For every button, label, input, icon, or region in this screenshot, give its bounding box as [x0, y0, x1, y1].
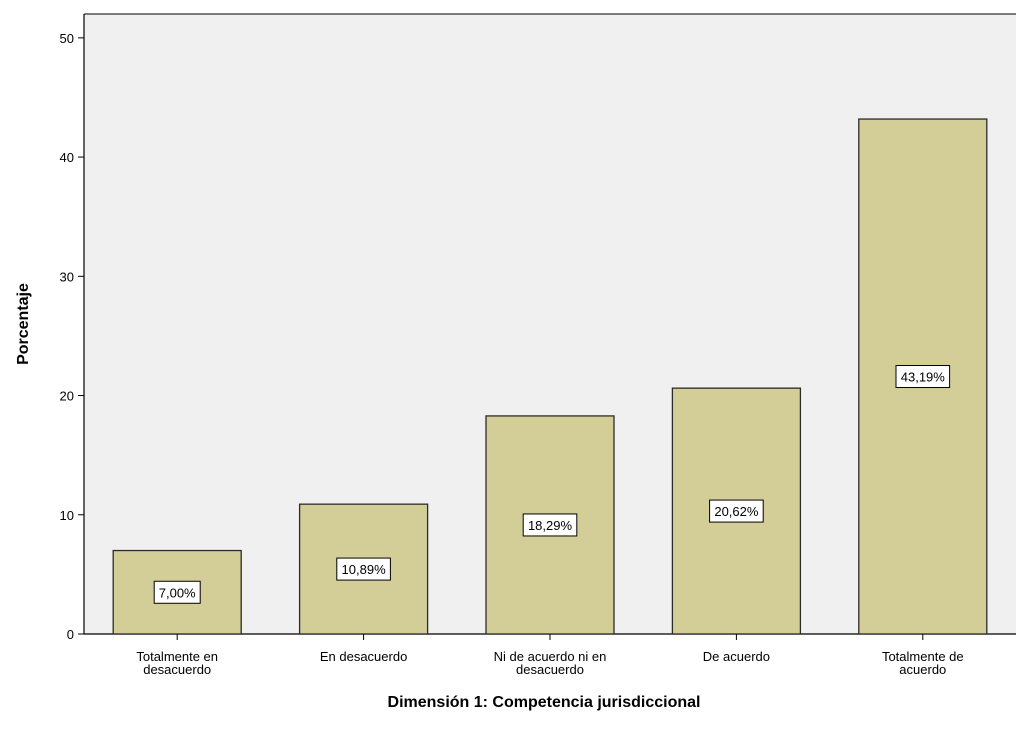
y-tick-label: 10 [60, 508, 74, 523]
data-label-box [709, 499, 764, 523]
y-tick-label: 20 [60, 389, 74, 404]
data-label-text: 7,00% [159, 585, 196, 600]
data-label-box [895, 365, 951, 389]
x-tick-label: De acuerdo [703, 649, 770, 664]
data-label: 20,62% [709, 499, 764, 523]
y-tick-label: 50 [60, 31, 74, 46]
x-tick-label: Totalmente en [136, 649, 218, 664]
data-label: 10,89% [336, 557, 391, 581]
data-label-text: 10,89% [342, 562, 387, 577]
y-tick-label: 30 [60, 269, 74, 284]
data-label-box [522, 513, 578, 537]
data-label-box [153, 580, 201, 604]
data-label-text: 18,29% [528, 518, 573, 533]
y-axis-ticks: 0 10 20 30 40 50 [60, 31, 84, 642]
data-label-text: 43,19% [901, 370, 946, 385]
x-tick-label: Ni de acuerdo ni en [494, 649, 607, 664]
x-tick-label: desacuerdo [516, 662, 584, 677]
y-tick-label: 40 [60, 150, 74, 165]
data-label-box [336, 557, 391, 581]
y-axis-title: Porcentaje [15, 283, 32, 365]
x-tick-label: acuerdo [899, 662, 946, 677]
data-label: 7,00% [153, 580, 201, 604]
x-axis-title: Dimensión 1: Competencia jurisdiccional [388, 694, 701, 711]
x-tick-label: En desacuerdo [320, 649, 407, 664]
data-label-text: 20,62% [714, 504, 759, 519]
y-tick-label: 0 [67, 627, 74, 642]
x-tick-label: Totalmente de [882, 649, 964, 664]
data-label: 18,29% [522, 513, 578, 537]
data-label: 43,19% [895, 365, 951, 389]
x-tick-label: desacuerdo [143, 662, 211, 677]
bars: 7,00% 10,89% 18,29% 20,62% 43,19% [112, 118, 988, 635]
